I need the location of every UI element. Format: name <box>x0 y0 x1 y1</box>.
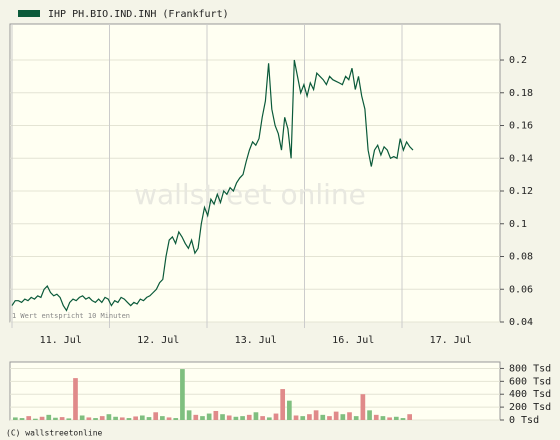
y-tick-label: 0.1 <box>509 219 527 230</box>
volume-bar <box>146 417 152 420</box>
volume-bar <box>166 417 172 420</box>
volume-bar <box>353 416 359 420</box>
volume-bar <box>119 417 125 420</box>
y-tick-label: 0.08 <box>509 252 533 263</box>
footer: (C) wallstreetonline <box>6 429 103 438</box>
volume-bar <box>46 414 52 420</box>
volume-bar <box>206 413 212 420</box>
volume-bar <box>66 418 72 420</box>
y-tick-label: 800 Tsd <box>509 363 551 374</box>
y-tick-label: 200 Tsd <box>509 402 551 413</box>
volume-bar <box>226 415 232 420</box>
y-tick-label: 0.18 <box>509 88 533 99</box>
volume-bar <box>39 416 45 420</box>
y-tick-label: 0.14 <box>509 153 533 164</box>
y-tick-label: 0 Tsd <box>509 415 539 426</box>
y-tick-label: 0.2 <box>509 55 527 66</box>
volume-bar <box>173 418 179 420</box>
volume-bar <box>387 417 392 420</box>
y-tick-label: 0.16 <box>509 121 533 132</box>
volume-bar <box>193 414 199 420</box>
volume-bar <box>347 412 352 420</box>
volume-bar <box>300 416 306 420</box>
y-tick-label: 600 Tsd <box>509 376 551 387</box>
volume-bar <box>373 414 379 420</box>
volume-bar <box>273 413 279 420</box>
volume-bar <box>13 417 18 420</box>
x-tick-label: 11. Jul <box>40 335 82 346</box>
volume-bar <box>59 417 65 420</box>
y-tick-label: 0.06 <box>509 284 533 295</box>
volume-bar <box>367 410 372 420</box>
x-tick-label: 17. Jul <box>430 335 472 346</box>
volume-bar <box>320 414 326 420</box>
price-line <box>11 59 414 312</box>
volume-area <box>9 361 501 421</box>
volume-bar <box>240 416 245 420</box>
volume-bar <box>53 417 58 420</box>
watermark: wallstreet online <box>134 178 366 211</box>
volume-bar <box>200 416 205 420</box>
volume-bar <box>186 410 192 420</box>
volume-bar <box>233 416 239 420</box>
volume-bar <box>287 400 292 420</box>
volume-bar <box>333 411 339 420</box>
volume-bar <box>106 414 112 420</box>
x-tick-label: 16. Jul <box>332 335 374 346</box>
volume-bar <box>253 412 259 420</box>
volume-bar <box>180 369 185 420</box>
volume-bar <box>113 416 118 420</box>
volume-bar <box>360 394 366 420</box>
volume-bar <box>393 416 399 420</box>
volume-bar <box>73 378 78 420</box>
y-tick-label: 0.04 <box>509 317 533 328</box>
volume-bar <box>266 417 272 420</box>
volume-bar <box>126 418 132 420</box>
chart-title: IHP PH.BIO.IND.INH (Frankfurt) <box>48 9 229 20</box>
volume-bar <box>400 418 406 420</box>
y-tick-label: 0.12 <box>509 186 533 197</box>
volume-bar <box>33 418 38 420</box>
volume-bar <box>99 416 105 420</box>
x-tick-label: 13. Jul <box>235 335 277 346</box>
volume-bar <box>79 415 85 420</box>
volume-bar <box>340 414 346 420</box>
y-tick-label: 400 Tsd <box>509 389 551 400</box>
volume-bar <box>280 389 286 420</box>
volume-bar <box>213 410 219 420</box>
volume-bar <box>153 412 159 420</box>
volume-bar <box>19 418 25 420</box>
volume-bar <box>93 418 98 420</box>
volume-bar <box>313 410 319 420</box>
legend-swatch <box>18 10 40 17</box>
volume-bar <box>246 414 252 420</box>
x-tick-label: 12. Jul <box>137 335 179 346</box>
volume-bar <box>139 415 145 420</box>
volume-bar <box>220 414 225 420</box>
volume-bar <box>407 414 412 420</box>
annotation: 1 Wert entspricht 10 Minuten <box>12 312 130 320</box>
volume-bar <box>86 417 92 420</box>
volume-bar <box>293 415 299 420</box>
volume-bar <box>327 416 332 420</box>
volume-bar <box>380 416 386 420</box>
volume-bar <box>160 416 165 420</box>
volume-bar <box>260 416 265 420</box>
volume-bar <box>26 416 32 420</box>
plot-area <box>9 23 501 323</box>
volume-bar <box>307 414 312 420</box>
volume-bar <box>133 416 138 420</box>
